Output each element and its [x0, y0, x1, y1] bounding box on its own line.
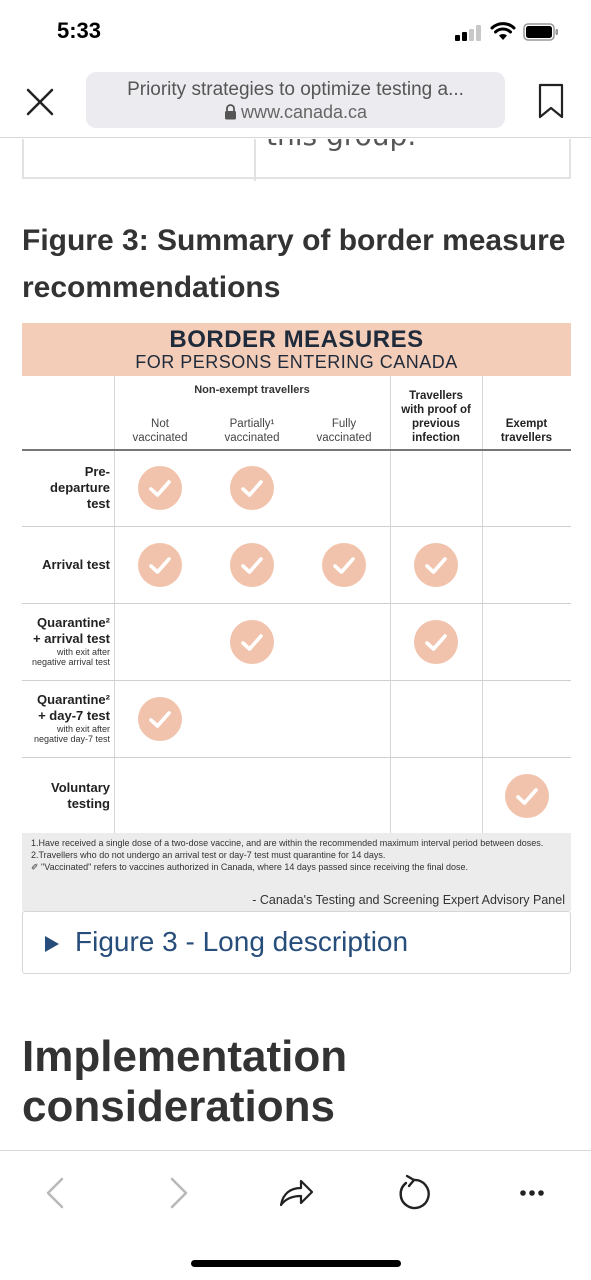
measures-grid: Non-exempt travellers Not vaccinated Part…	[22, 376, 571, 834]
checkmark-icon	[138, 542, 182, 587]
page-title: Priority strategies to optimize testing …	[127, 79, 464, 100]
home-indicator[interactable]	[191, 1260, 401, 1267]
column-header: Exempt travellers	[500, 418, 553, 444]
row-sublabel: with exit after negative day-7 test	[33, 724, 110, 745]
footnote: ✐ "Vaccinated" refers to vaccines author…	[31, 862, 469, 872]
back-icon[interactable]	[36, 1173, 76, 1213]
checkmark-icon	[230, 465, 274, 510]
table-divider	[254, 139, 256, 181]
row-label: Pre- departure test	[50, 463, 110, 511]
row-sublabel: with exit after negative arrival test	[31, 647, 110, 668]
grid-row-divider	[22, 757, 571, 758]
reload-icon[interactable]	[394, 1173, 434, 1213]
footnote: 1.Have received a single dose of a two-d…	[31, 838, 544, 848]
checkmark-icon	[414, 619, 458, 664]
grid-row-divider	[22, 603, 571, 604]
long-description-toggle[interactable]: Figure 3 - Long description	[22, 911, 571, 974]
browser-toolbar	[0, 1150, 591, 1280]
checkmark-icon	[504, 773, 549, 818]
border-measures-figure: BORDER MEASURES FOR PERSONS ENTERING CAN…	[22, 323, 571, 911]
url-host: www.canada.ca	[240, 102, 368, 122]
grid-header-divider	[22, 449, 571, 451]
figure-source: - Canada's Testing and Screening Expert …	[252, 893, 565, 907]
row-label: Voluntary testing	[51, 779, 110, 811]
grid-column-divider	[390, 376, 391, 834]
wifi-icon	[490, 22, 516, 40]
checkmark-icon	[138, 465, 182, 510]
previous-table-fragment: this group.	[22, 139, 571, 181]
share-icon[interactable]	[275, 1173, 315, 1213]
row-label: Quarantine² + day-7 test with exit after …	[26, 692, 110, 744]
lock-icon	[224, 104, 236, 120]
footnotes: 1.Have received a single dose of a two-d…	[31, 837, 566, 873]
cellular-signal-icon	[455, 25, 483, 41]
section-heading: Implementation considerations	[22, 1032, 348, 1131]
previous-table-text: this group.	[266, 139, 416, 152]
status-bar: 5:33	[0, 0, 591, 62]
checkmark-icon	[230, 542, 274, 587]
grid-column-divider	[482, 376, 483, 834]
disclosure-triangle-icon	[45, 936, 59, 952]
forward-icon[interactable]	[158, 1173, 198, 1213]
bookmark-icon[interactable]	[537, 82, 565, 120]
long-description-label: Figure 3 - Long description	[75, 926, 409, 957]
page-content[interactable]: this group. Figure 3: Summary of border …	[0, 139, 591, 1150]
more-icon[interactable]	[512, 1173, 552, 1213]
status-time: 5:33	[57, 18, 102, 43]
url-host-line: www.canada.ca	[86, 102, 505, 123]
battery-icon	[523, 23, 558, 41]
checkmark-icon	[230, 619, 274, 664]
grid-row-divider	[22, 526, 571, 527]
browser-bar: Priority strategies to optimize testing …	[0, 62, 591, 138]
address-bar[interactable]: Priority strategies to optimize testing …	[86, 72, 505, 128]
checkmark-icon	[138, 696, 182, 741]
grid-row-divider	[22, 680, 571, 681]
banner-subtitle: FOR PERSONS ENTERING CANADA	[135, 352, 458, 372]
figure-title: Figure 3: Summary of border measure reco…	[22, 224, 566, 304]
group-header: Non-exempt travellers	[194, 384, 310, 396]
grid-column-divider	[114, 376, 115, 834]
row-label: Arrival test	[42, 556, 110, 572]
row-label: Quarantine² + arrival test with exit afte…	[26, 615, 110, 667]
footnote: 2.Travellers who do not undergo an arriv…	[31, 850, 386, 860]
close-icon[interactable]	[22, 84, 58, 120]
column-header: Partially¹ vaccinated	[224, 418, 280, 444]
checkmark-icon	[322, 542, 366, 587]
figure-footer: 1.Have received a single dose of a two-d…	[22, 833, 571, 911]
figure-banner: BORDER MEASURES FOR PERSONS ENTERING CAN…	[22, 323, 571, 376]
column-header: Travellers with proof of previous infect…	[401, 390, 471, 444]
column-header: Not vaccinated	[132, 418, 188, 444]
column-header: Fully vaccinated	[316, 418, 372, 444]
checkmark-icon	[414, 542, 458, 587]
banner-title: BORDER MEASURES	[169, 326, 424, 353]
